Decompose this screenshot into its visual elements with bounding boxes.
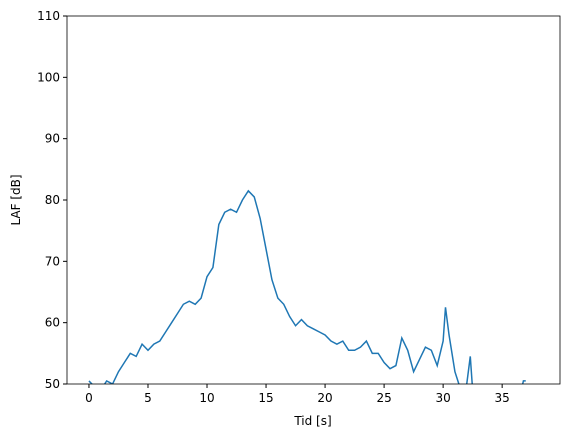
- plot-frame: [66, 15, 561, 385]
- x-tick-label: 0: [85, 391, 93, 405]
- x-tick-label: 20: [317, 391, 332, 405]
- y-tick-label: 100: [37, 70, 60, 84]
- x-tick-label: 15: [258, 391, 273, 405]
- x-tick-label: 5: [144, 391, 152, 405]
- x-tick-label: 30: [435, 391, 450, 405]
- y-tick-label: 70: [45, 254, 60, 268]
- y-tick-label: 90: [45, 132, 60, 146]
- y-axis-label: LAF [dB]: [9, 174, 23, 225]
- x-tick-label: 10: [199, 391, 214, 405]
- x-tick-label: 35: [495, 391, 510, 405]
- data-line: [88, 189, 526, 384]
- x-tick-label: 25: [376, 391, 391, 405]
- x-axis-label: Tid [s]: [293, 414, 331, 428]
- y-tick-label: 50: [45, 377, 60, 391]
- y-tick-label: 60: [45, 316, 60, 330]
- y-tick-label: 110: [37, 9, 60, 23]
- y-tick-label: 80: [45, 193, 60, 207]
